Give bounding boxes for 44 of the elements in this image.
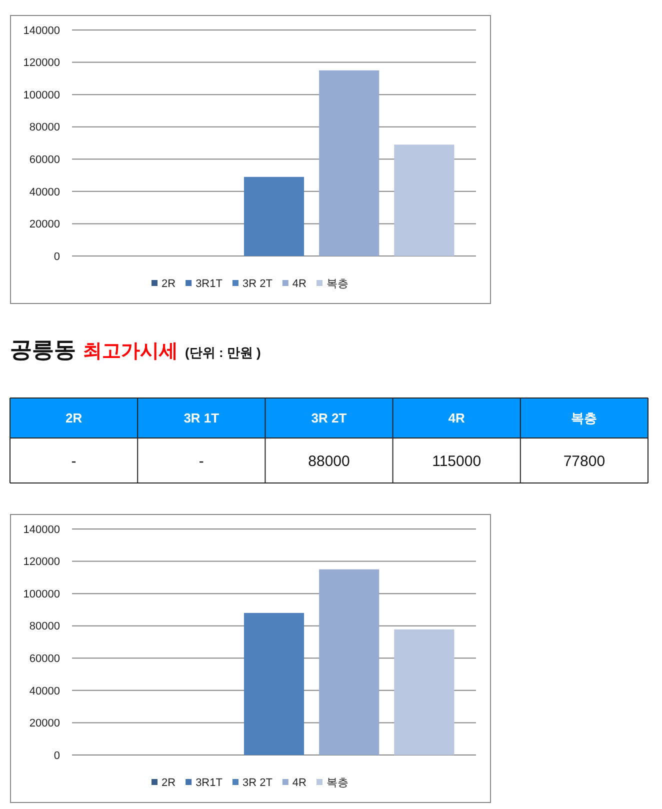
y-tick-label: 60000 <box>29 154 60 166</box>
bar <box>394 629 454 755</box>
y-tick-label: 40000 <box>29 186 60 198</box>
y-tick-label: 0 <box>54 250 60 263</box>
y-tick-label: 120000 <box>23 556 60 568</box>
y-tick-label: 80000 <box>29 620 60 633</box>
legend-label: 복층 <box>326 278 348 290</box>
y-tick-label: 140000 <box>23 24 60 37</box>
y-tick-label: 60000 <box>29 652 60 665</box>
legend-label: 3R 2T <box>242 776 273 789</box>
y-tick-label: 140000 <box>23 524 60 536</box>
y-tick-label: 20000 <box>29 218 60 231</box>
legend-label: 4R <box>292 776 307 789</box>
category-label: 3R 2T <box>311 410 347 426</box>
text: 115000 <box>432 452 482 470</box>
legend-label: 복층 <box>326 776 348 789</box>
text: 77800 <box>563 452 606 470</box>
y-tick-label: 20000 <box>29 718 60 730</box>
legend-label: 3R 2T <box>242 278 273 290</box>
legend-label: 3R1T <box>196 776 223 789</box>
y-tick-label: 0 <box>54 750 60 762</box>
category-label: 2R <box>65 410 83 426</box>
bar <box>319 70 380 256</box>
text: 88000 <box>308 452 350 470</box>
category-label: 4R <box>448 410 466 426</box>
y-tick-label: 40000 <box>29 685 60 698</box>
legend-label: 4R <box>292 278 307 290</box>
y-tick-label: 100000 <box>23 588 60 600</box>
bar <box>319 569 380 755</box>
bar <box>244 176 304 256</box>
y-tick-label: 80000 <box>29 122 60 134</box>
bar <box>394 144 454 256</box>
legend-label: 3R1T <box>196 278 223 290</box>
y-tick-label: 120000 <box>23 57 60 70</box>
bar <box>244 612 304 755</box>
text: (단위 : 만원 ) <box>185 345 261 360</box>
y-tick-label: 100000 <box>23 89 60 102</box>
text: - <box>71 452 76 470</box>
text: 공릉동 최고가시세 <box>10 337 178 362</box>
category-label: 복층 <box>571 410 598 426</box>
legend-label: 2R <box>162 776 176 789</box>
category-label: 3R 1T <box>184 410 220 426</box>
text: - <box>198 452 204 470</box>
legend-label: 2R <box>162 278 176 290</box>
